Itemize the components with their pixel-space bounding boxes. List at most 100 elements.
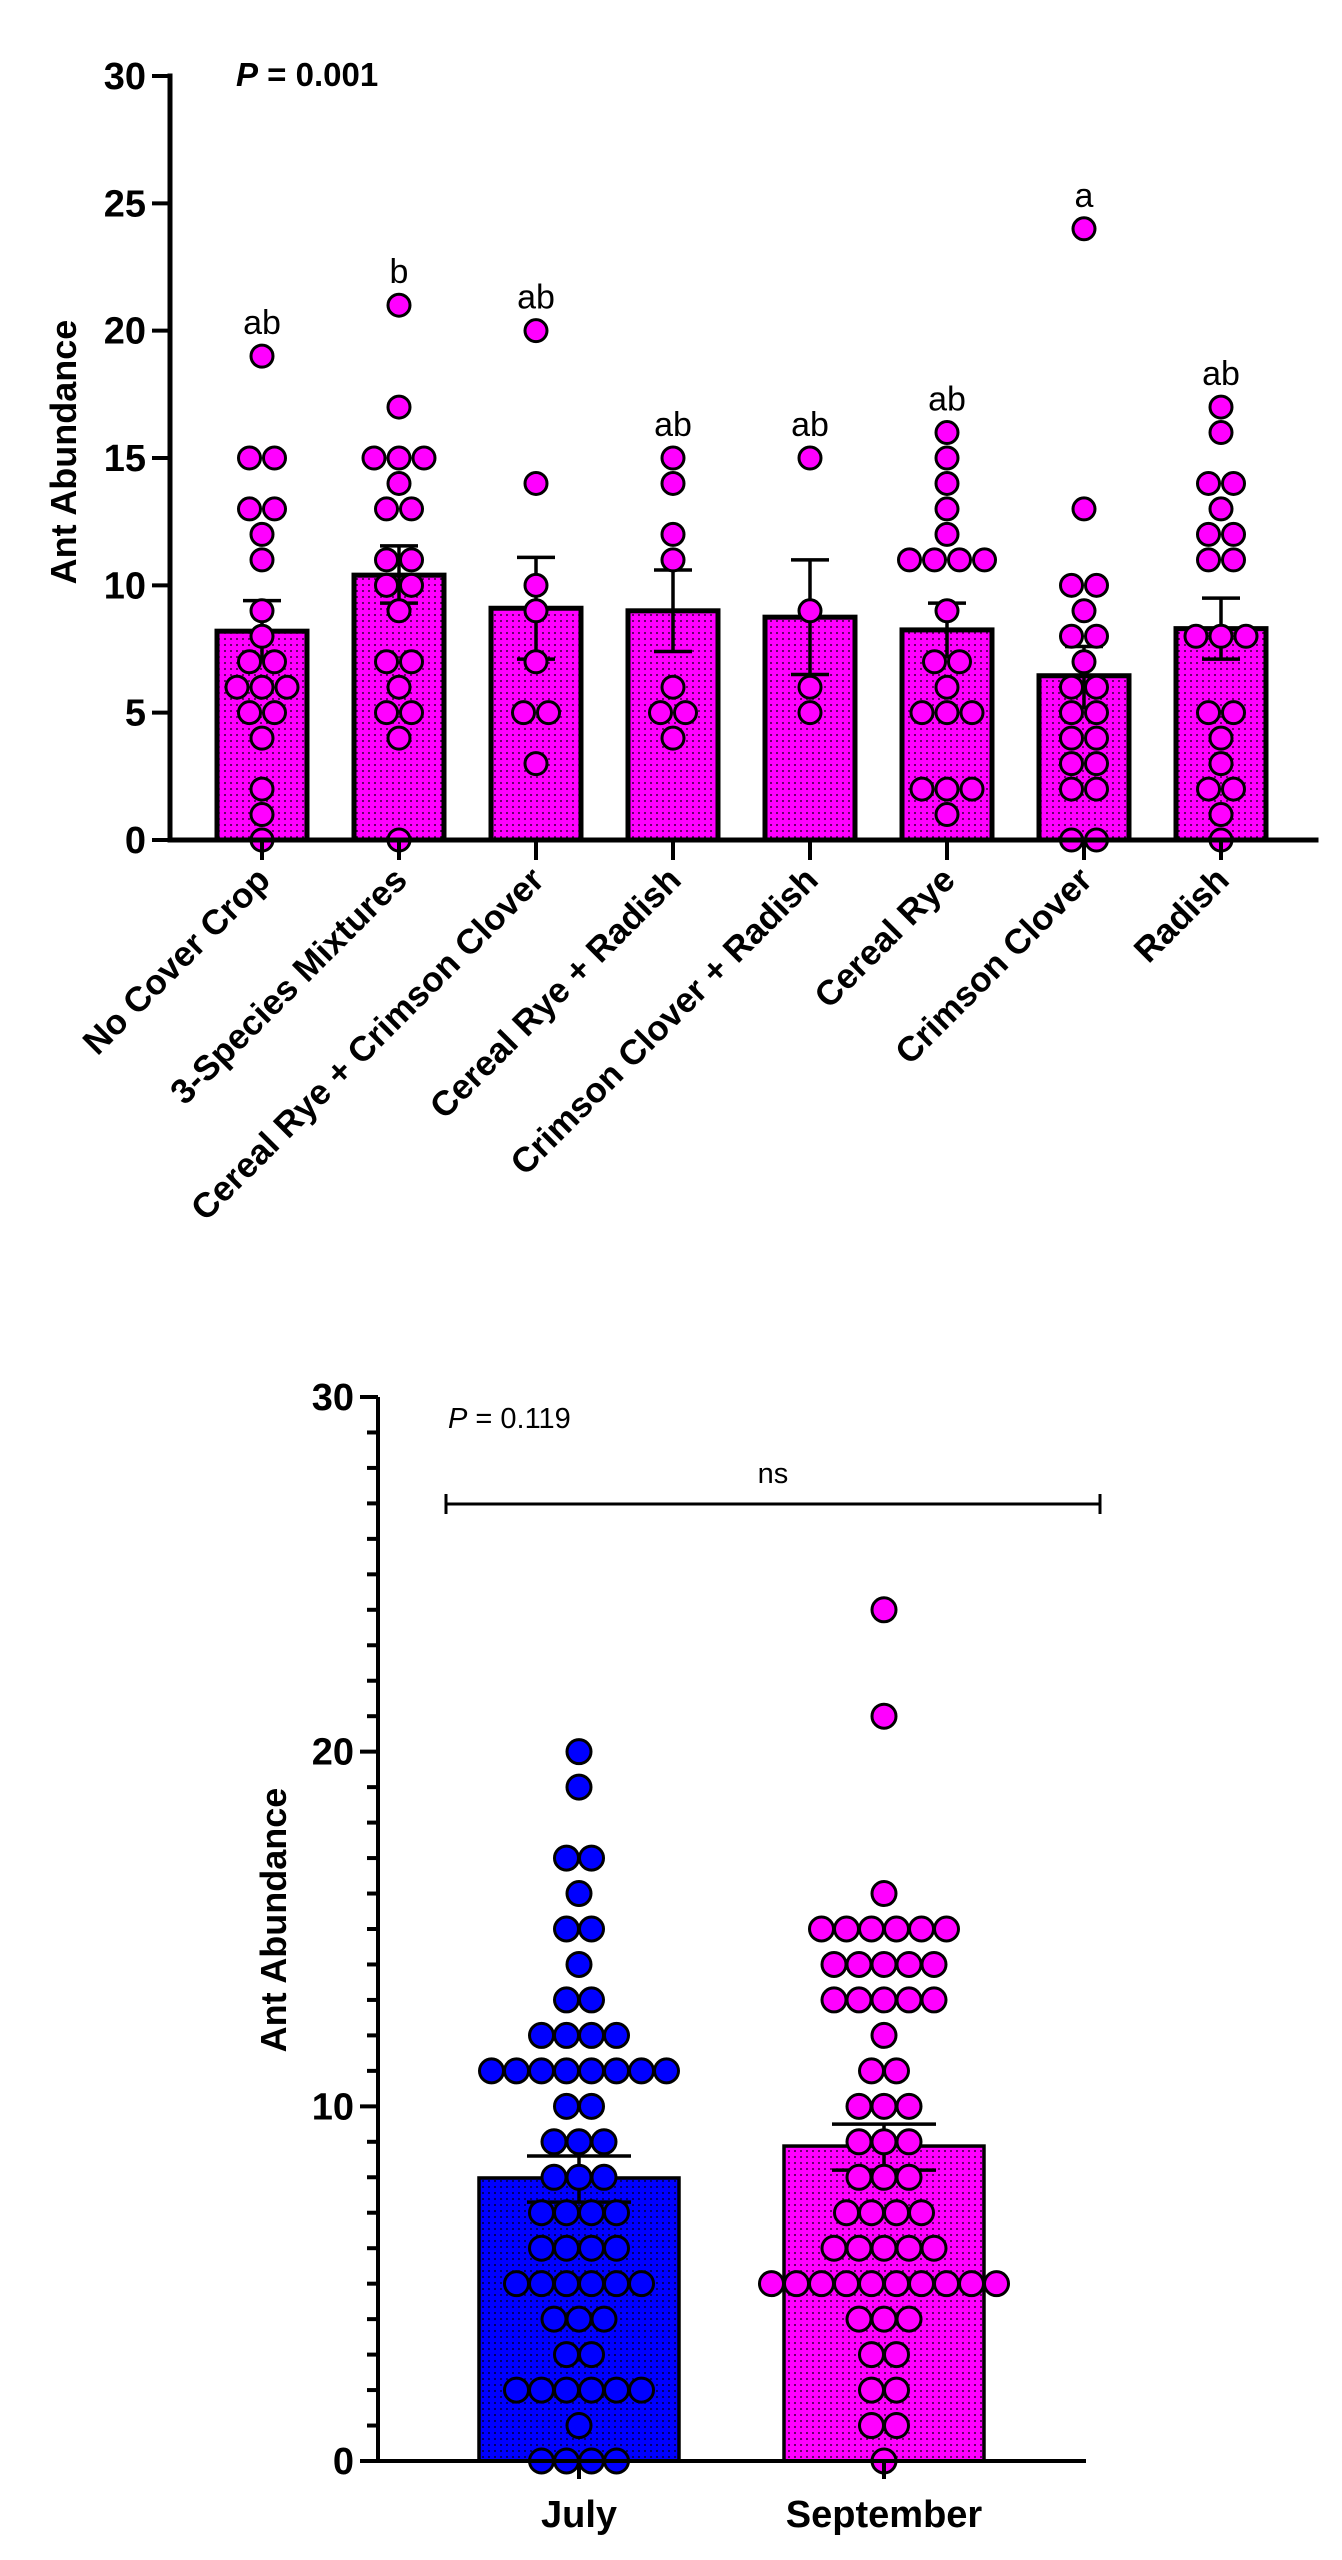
data-point — [870, 2234, 898, 2262]
data-point — [858, 1915, 885, 1943]
month-axes — [360, 1395, 1086, 2479]
significance-letter: ab — [654, 406, 692, 444]
data-point — [237, 445, 262, 471]
significance-letter: ab — [928, 381, 966, 419]
data-point — [1196, 470, 1221, 496]
data-point — [845, 1986, 873, 2014]
data-point — [1221, 521, 1246, 547]
bar — [625, 608, 721, 843]
data-point — [934, 700, 960, 726]
y-tick-label: 0 — [125, 820, 146, 862]
data-point — [528, 2021, 555, 2049]
data-point — [528, 2057, 555, 2085]
data-point — [870, 1596, 898, 1624]
data-point — [1208, 496, 1234, 522]
data-point — [553, 2021, 580, 2049]
data-point — [833, 1915, 860, 1943]
data-point — [374, 496, 399, 522]
data-point — [523, 751, 549, 777]
data-point — [565, 2128, 593, 2156]
data-point — [553, 2341, 580, 2369]
data-point — [870, 2021, 898, 2049]
data-point — [1221, 547, 1246, 573]
data-point — [590, 2305, 618, 2333]
y-tick-label: 20 — [104, 311, 146, 353]
data-point — [660, 547, 686, 573]
data-point — [895, 2092, 923, 2120]
data-point — [262, 649, 287, 675]
data-point — [783, 2270, 810, 2298]
data-point — [1084, 725, 1109, 751]
data-point — [565, 1773, 593, 1801]
data-point — [758, 2270, 785, 2298]
data-point — [983, 2270, 1010, 2298]
p-value-text: = 0.119 — [467, 1403, 570, 1435]
y-tick-label: 10 — [104, 565, 146, 607]
data-point — [1221, 700, 1246, 726]
significance-letter: ab — [791, 406, 829, 444]
data-point — [503, 2057, 530, 2085]
data-point — [1084, 674, 1109, 700]
data-point — [603, 2057, 630, 2085]
data-point — [660, 470, 686, 496]
data-point — [972, 547, 997, 573]
significance-letter: b — [390, 253, 409, 291]
data-point — [528, 2376, 555, 2404]
significance-letters: ab b ab ab ab ab a ab — [243, 177, 1240, 444]
data-point — [883, 2270, 910, 2298]
x-tick-label: September — [786, 2494, 983, 2536]
data-point — [262, 496, 287, 522]
data-point — [528, 2199, 555, 2227]
data-point — [399, 496, 424, 522]
month-chart: 0 10 20 30 July September Ant Abundance P = … — [253, 1377, 1102, 2536]
data-point — [590, 2128, 618, 2156]
data-point — [908, 2270, 935, 2298]
data-point — [858, 2376, 885, 2404]
data-point — [628, 2057, 655, 2085]
data-point — [565, 1738, 593, 1766]
data-point — [386, 445, 412, 471]
data-point — [870, 2305, 898, 2333]
data-point — [947, 547, 972, 573]
data-point — [660, 725, 686, 751]
data-point — [523, 649, 549, 675]
data-point — [1071, 649, 1097, 675]
month-y-tick-labels: 0 10 20 30 — [312, 1377, 354, 2483]
x-tick-label: July — [541, 2494, 617, 2536]
data-point — [820, 1950, 848, 1978]
data-point — [933, 2270, 960, 2298]
data-point — [908, 2199, 935, 2227]
data-point — [249, 521, 275, 547]
data-point — [934, 470, 960, 496]
data-point — [523, 318, 549, 344]
data-point — [603, 2021, 630, 2049]
data-point — [895, 1986, 923, 2014]
data-point — [653, 2057, 680, 2085]
data-point — [858, 2412, 885, 2440]
data-point — [934, 420, 960, 446]
data-point — [553, 2057, 580, 2085]
data-point — [870, 1880, 898, 1908]
data-point — [536, 700, 561, 726]
data-point — [845, 2234, 873, 2262]
data-point — [820, 2234, 848, 2262]
data-point — [1196, 547, 1221, 573]
p-symbol: P — [448, 1403, 468, 1435]
significance-letter: a — [1075, 177, 1094, 215]
data-point — [565, 2163, 593, 2191]
data-point — [920, 1950, 948, 1978]
data-point — [603, 2199, 630, 2227]
data-point — [374, 700, 399, 726]
data-point — [845, 2163, 873, 2191]
data-point — [1059, 674, 1084, 700]
data-point — [797, 674, 823, 700]
data-point — [1208, 725, 1234, 751]
data-point — [399, 572, 424, 598]
data-point — [909, 700, 935, 726]
data-point — [1059, 623, 1084, 649]
data-point — [578, 1844, 605, 1872]
data-point — [958, 2270, 985, 2298]
y-tick-label: 10 — [312, 2086, 354, 2128]
data-point — [578, 2092, 605, 2120]
